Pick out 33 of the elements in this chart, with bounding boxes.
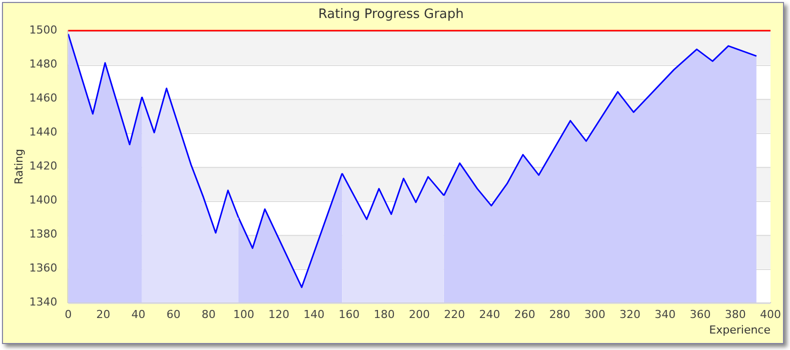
- y-tick-label: 1500: [29, 23, 58, 36]
- x-tick-label: 160: [338, 308, 360, 322]
- x-tick-label: 380: [724, 308, 746, 322]
- y-tick-label: 1360: [29, 261, 58, 274]
- x-tick-label: 0: [64, 308, 72, 322]
- x-axis-title: Experience: [709, 323, 771, 336]
- x-tick-label: 200: [408, 308, 430, 322]
- y-tick-label: 1340: [29, 295, 58, 308]
- x-tick-label: 80: [202, 308, 216, 322]
- x-tick-label: 260: [514, 308, 536, 322]
- chart-title: Rating Progress Graph: [318, 7, 464, 22]
- x-tick-label: 220: [444, 308, 465, 322]
- x-tick-label: 180: [374, 308, 395, 322]
- x-tick-label: 340: [654, 308, 676, 322]
- y-axis-title: Rating: [12, 148, 26, 184]
- x-tick-label: 40: [131, 308, 146, 322]
- x-tick-label: 360: [690, 308, 711, 322]
- x-tick-label: 320: [620, 308, 641, 322]
- x-tick-label: 240: [479, 308, 500, 322]
- x-tick-label: 280: [549, 308, 570, 322]
- x-tick-label: 20: [96, 308, 110, 322]
- x-tick-label: 140: [304, 308, 324, 322]
- y-tick-label: 1480: [29, 57, 58, 70]
- y-tick-label: 1420: [29, 159, 58, 172]
- y-tick-label: 1400: [29, 193, 58, 206]
- x-tick-label: 60: [166, 308, 181, 322]
- y-tick-label: 1440: [29, 125, 58, 138]
- y-tick-label: 1380: [29, 227, 58, 240]
- x-tick-label: 100: [233, 308, 254, 322]
- x-tick-label: 400: [760, 308, 781, 322]
- y-tick-label: 1460: [29, 91, 58, 104]
- x-tick-label: 120: [268, 308, 290, 322]
- x-tick-label: 300: [584, 308, 606, 322]
